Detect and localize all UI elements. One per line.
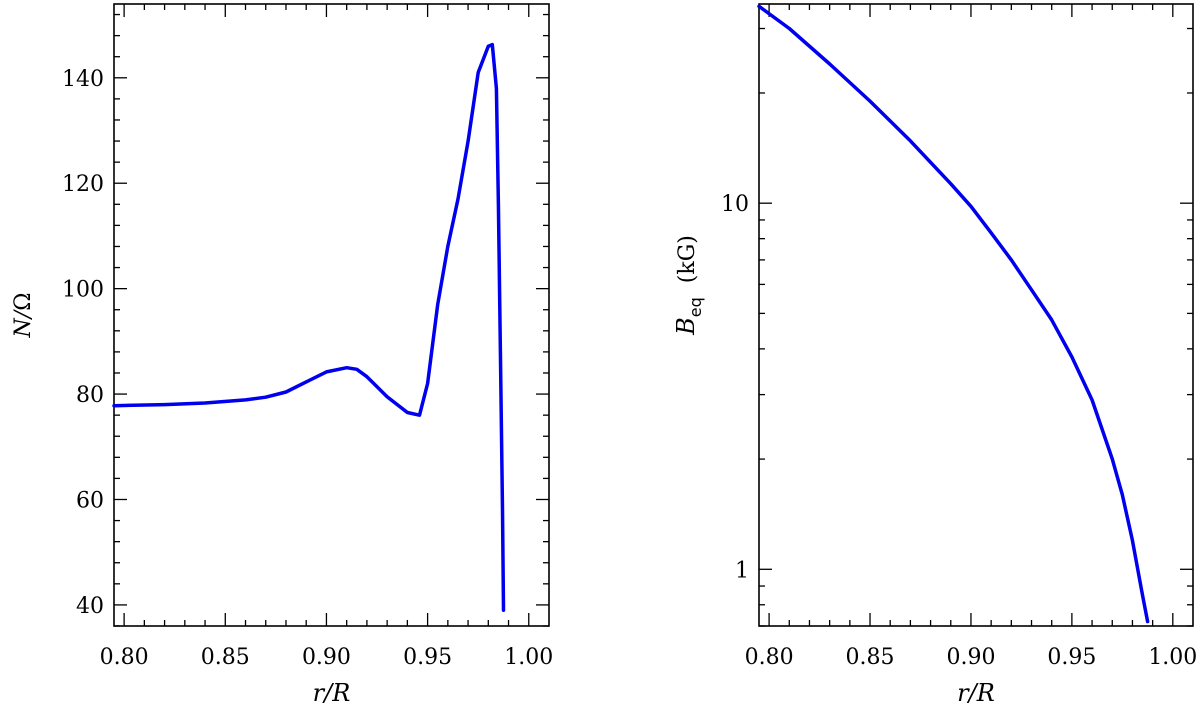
y-label-var: B <box>672 317 700 336</box>
right-y-tick-label: 1 <box>735 558 749 583</box>
y-label-sep: / <box>11 308 36 320</box>
left-y-tick-label: 80 <box>76 383 104 408</box>
y-label-omega: Ω <box>11 293 36 311</box>
y-label-var: N <box>11 317 36 338</box>
right-y-axis-label: Beq (kG) <box>672 235 705 336</box>
left-x-tick-label: 0.95 <box>403 645 452 670</box>
right-x-tick-label: 0.90 <box>946 645 995 670</box>
right-series-line <box>757 4 1150 624</box>
right-panel-b-eq: 0.80 0.85 0.90 0.95 1.00 1 10 r/R Beq (kG) <box>672 3 1197 707</box>
right-x-tick-label: 0.85 <box>846 645 895 670</box>
left-y-tick-label: 140 <box>62 67 104 92</box>
y-label-sub: eq <box>686 297 705 317</box>
right-x-tick-label: 0.80 <box>745 645 794 670</box>
left-plot-frame <box>113 3 550 627</box>
left-x-tick-label: 0.80 <box>100 645 149 670</box>
left-y-tick-label: 60 <box>76 488 104 513</box>
left-y-tick-label: 40 <box>76 594 104 619</box>
left-x-axis-label: r/R <box>313 679 351 707</box>
left-x-tick-label: 0.90 <box>302 645 351 670</box>
right-y-tick-label: 10 <box>721 192 749 217</box>
y-label-unit: (kG) <box>675 235 700 283</box>
left-panel-n-over-omega: 0.80 0.85 0.90 0.95 1.00 40 60 80 100 120 140 r/R N/… <box>11 3 553 707</box>
left-y-axis-label: N/Ω <box>11 293 36 339</box>
left-x-tick-label: 1.00 <box>504 645 553 670</box>
right-x-axis-label: r/R <box>957 679 995 707</box>
left-y-tick-label: 120 <box>62 172 104 197</box>
left-y-tick-label: 100 <box>62 278 104 303</box>
right-x-tick-label: 1.00 <box>1148 645 1197 670</box>
left-x-tick-label: 0.85 <box>201 645 250 670</box>
right-plot-frame <box>758 3 1194 627</box>
left-series-line <box>112 42 506 612</box>
right-x-tick-label: 0.95 <box>1047 645 1096 670</box>
